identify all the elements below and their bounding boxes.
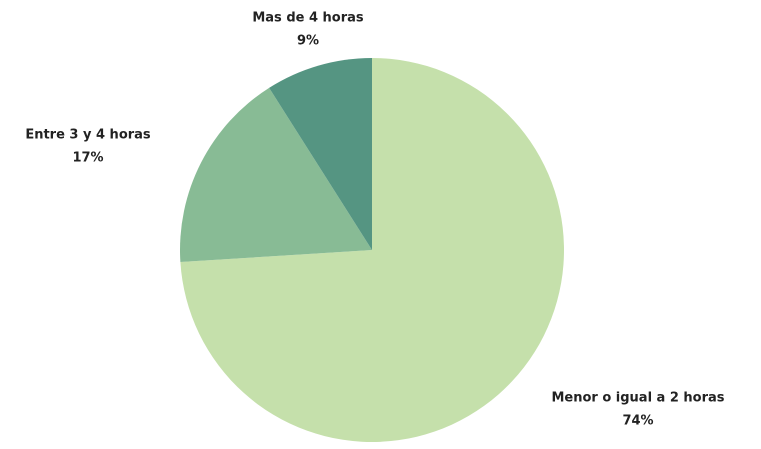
pie-slice	[180, 58, 564, 442]
slice-label: Entre 3 y 4 horas	[25, 128, 151, 143]
slice-value-label: 17%	[72, 151, 103, 166]
pie-slice	[269, 58, 372, 250]
slice-label: Mas de 4 horas	[252, 11, 364, 26]
slice-value-label: 9%	[297, 34, 319, 49]
slice-value-label: 74%	[622, 414, 653, 429]
pie-slice	[180, 87, 372, 263]
slice-label: Menor o igual a 2 horas	[551, 391, 724, 406]
